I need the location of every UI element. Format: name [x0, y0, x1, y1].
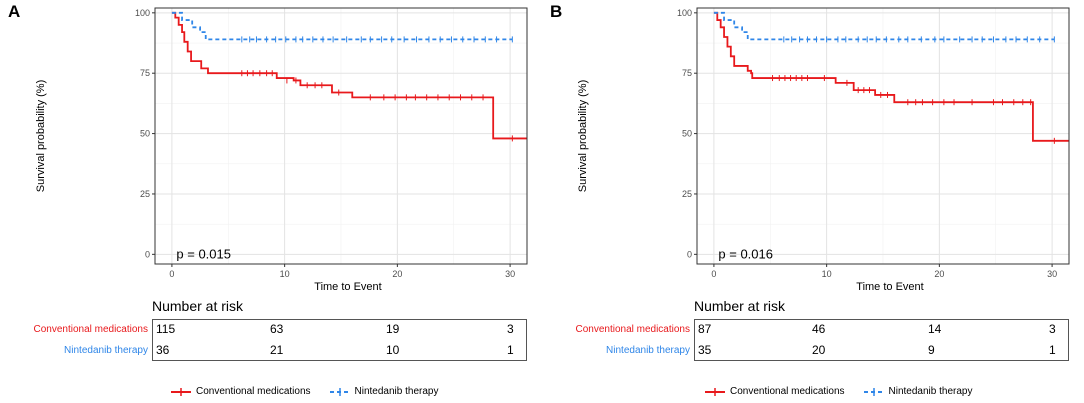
legend-label: Nintedanib therapy: [354, 386, 439, 397]
risk-value: 3: [507, 322, 514, 336]
risk-value: 115: [156, 322, 176, 336]
x-tick-label: 20: [392, 269, 402, 279]
risk-value: 35: [698, 343, 712, 357]
risk-value: 1: [1049, 343, 1056, 357]
risk-table-title: Number at risk: [694, 298, 786, 314]
risk-row-label-nintedanib: Nintedanib therapy: [606, 345, 690, 356]
risk-value: 20: [812, 343, 826, 357]
risk-row-label-nintedanib: Nintedanib therapy: [64, 345, 148, 356]
y-tick-label: 25: [140, 189, 150, 199]
x-axis-title: Time to Event: [856, 281, 923, 293]
x-axis-title: Time to Event: [314, 281, 381, 293]
x-tick-label: 10: [822, 269, 832, 279]
plot-border: [696, 7, 1070, 265]
risk-value: 1: [507, 343, 514, 357]
legend-item-nintedanib: Nintedanib therapy: [329, 386, 439, 397]
y-tick-label: 100: [677, 8, 692, 18]
x-tick-label: 20: [934, 269, 944, 279]
p-value: p = 0.015: [176, 246, 231, 261]
risk-value: 14: [928, 322, 942, 336]
km-chart: 0 10 20 30 0 25 50 75 100 p = 0.015 Time to Event S…: [35, 7, 528, 293]
risk-value: 10: [386, 343, 400, 357]
series-line-nintedanib: [713, 11, 1055, 41]
risk-row-label-conventional: Conventional medications: [33, 324, 148, 335]
y-tick-label: 50: [682, 129, 692, 139]
risk-value: 46: [812, 322, 826, 336]
y-tick-label: 75: [140, 68, 150, 78]
legend-label: Nintedanib therapy: [888, 386, 973, 397]
series-line-conventional: [171, 11, 527, 140]
y-tick-label: 0: [145, 249, 150, 259]
panel-a: A 0 10 20 30 0 25 50 75 100 p = 0.015 Time to Even…: [0, 0, 540, 403]
y-tick-label: 50: [140, 129, 150, 139]
x-tick-label: 0: [169, 269, 174, 279]
y-tick-label: 0: [687, 249, 692, 259]
panel-b: B 0 10 20 30 0 25 50 75 100 p = 0.016 Time to Even…: [542, 0, 1082, 403]
y-tick-label: 75: [682, 68, 692, 78]
km-chart: 0 10 20 30 0 25 50 75 100 p = 0.016 Time to Event S…: [577, 7, 1070, 293]
legend-label: Conventional medications: [730, 386, 845, 397]
legend-item-conventional: Conventional medications: [170, 386, 311, 397]
y-tick-label: 100: [135, 8, 150, 18]
y-tick-label: 25: [682, 189, 692, 199]
risk-value: 21: [270, 343, 284, 357]
x-tick-label: 30: [505, 269, 515, 279]
risk-table-title: Number at risk: [152, 298, 244, 314]
risk-value: 63: [270, 322, 284, 336]
legend-key-dashed-icon: [863, 387, 884, 396]
risk-table: [152, 319, 527, 361]
y-axis-title: Survival probability (%): [577, 80, 589, 192]
p-value: p = 0.016: [718, 246, 773, 261]
y-axis-title: Survival probability (%): [35, 80, 47, 192]
legend-item-conventional: Conventional medications: [704, 386, 845, 397]
risk-row-label-conventional: Conventional medications: [575, 324, 690, 335]
risk-value: 3: [1049, 322, 1056, 336]
risk-value: 19: [386, 322, 400, 336]
legend-key-solid-icon: [171, 387, 191, 396]
legend-key-dashed-icon: [329, 387, 350, 396]
risk-value: 87: [698, 322, 712, 336]
risk-table: [694, 319, 1069, 361]
legend: Conventional medications Nintedanib ther…: [170, 386, 456, 397]
risk-value: 9: [928, 343, 935, 357]
x-tick-label: 0: [711, 269, 716, 279]
legend-item-nintedanib: Nintedanib therapy: [863, 386, 973, 397]
panel-label: B: [550, 2, 563, 21]
plot-border: [154, 7, 528, 265]
series-line-nintedanib: [171, 11, 513, 41]
risk-value: 36: [156, 343, 170, 357]
x-tick-label: 10: [280, 269, 290, 279]
x-tick-label: 30: [1047, 269, 1057, 279]
legend: Conventional medications Nintedanib ther…: [704, 386, 990, 397]
legend-key-solid-icon: [705, 387, 725, 396]
panel-label: A: [8, 2, 21, 21]
legend-label: Conventional medications: [196, 386, 311, 397]
